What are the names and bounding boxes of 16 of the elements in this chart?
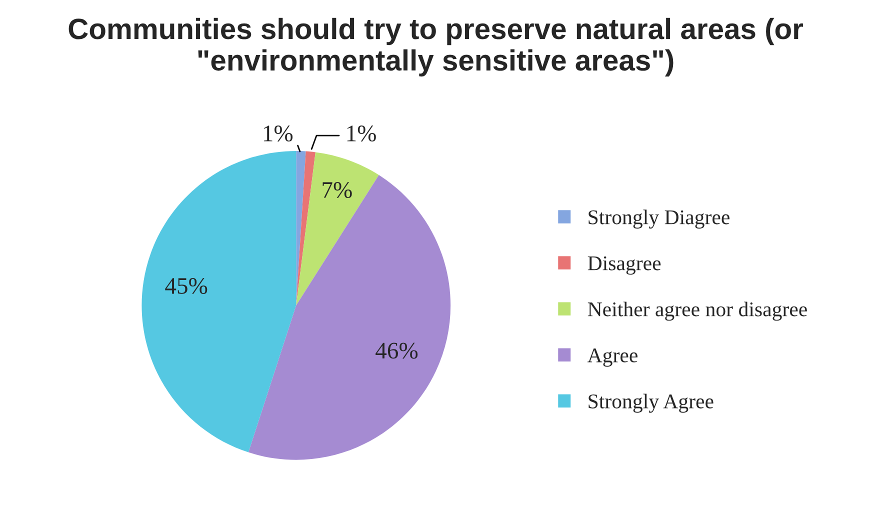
pie-slice [142, 150, 296, 452]
data-label: 1% [347, 126, 376, 142]
legend-label: Strongly Diagree [588, 210, 730, 229]
pie-slice [296, 152, 379, 306]
pie-slice [296, 150, 306, 306]
legend-label: Strongly Agree [588, 394, 714, 413]
chart-title: Communities should try to preserve natural areas (or "environmentally sensitive areas") [68, 18, 804, 76]
data-label: 46% [376, 342, 418, 359]
data-label: 1% [264, 126, 293, 142]
pie-slice [248, 175, 451, 460]
legend-label: Agree [588, 348, 638, 367]
data-label: 7% [322, 182, 352, 198]
data-label: 45% [165, 278, 208, 294]
pie-slice [296, 151, 316, 306]
legend-label: Disagree [588, 256, 661, 275]
legend-label: Neither agree nor disagree [588, 302, 807, 321]
